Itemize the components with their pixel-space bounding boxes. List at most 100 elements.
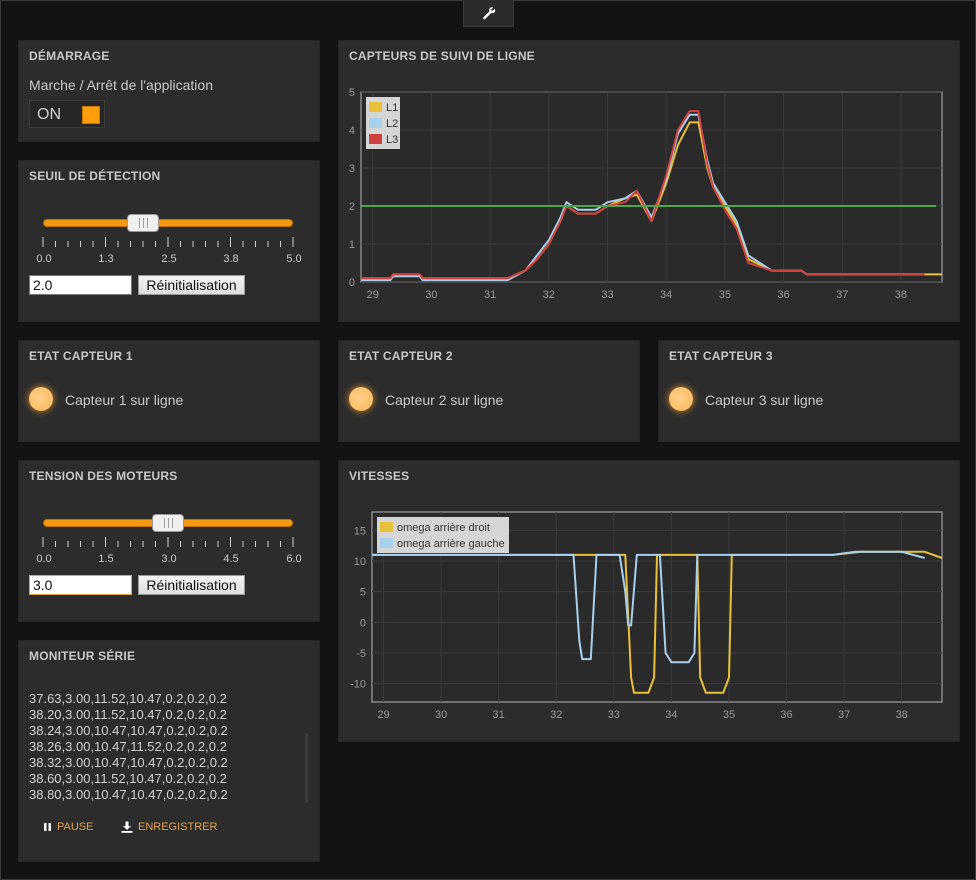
motors-reset-button[interactable]: Réinitialisation	[138, 575, 245, 595]
serial-scrollbar[interactable]	[305, 733, 308, 803]
serial-line: 38.80,3.00,10.47,10.47,0.2,0.2,0.2	[29, 787, 228, 802]
x-tick-label: 38	[896, 709, 908, 721]
chart-legend: L1 L2 L3	[366, 97, 400, 149]
startup-title: DÉMARRAGE	[29, 49, 110, 63]
sensor-1-title: ETAT CAPTEUR 1	[29, 349, 133, 363]
save-label: ENREGISTRER	[138, 821, 218, 833]
threshold-tick-label: 3.8	[223, 253, 239, 265]
legend-label: L3	[386, 134, 398, 146]
legend-label: omega arrière droit	[397, 522, 490, 534]
legend-label: omega arrière gauche	[397, 538, 505, 550]
y-tick-label: 4	[349, 125, 355, 137]
sensor-2-panel: ETAT CAPTEUR 2 Capteur 2 sur ligne	[338, 340, 640, 442]
y-tick-label: 1	[349, 239, 355, 251]
wrench-icon	[482, 7, 495, 20]
motors-input[interactable]	[29, 575, 132, 595]
plot-area	[360, 91, 943, 283]
x-tick-label: 35	[719, 289, 731, 301]
motors-title: TENSION DES MOTEURS	[29, 469, 178, 483]
pause-button[interactable]: PAUSE	[43, 821, 93, 833]
startup-panel: DÉMARRAGE Marche / Arrêt de l'applicatio…	[18, 40, 320, 142]
x-tick-label: 34	[665, 709, 677, 721]
motors-tick-label: 6.0	[286, 553, 302, 565]
x-tick-label: 32	[543, 289, 555, 301]
legend-swatch	[369, 102, 382, 112]
x-tick-label: 30	[435, 709, 447, 721]
motors-tick-label: 3.0	[161, 553, 177, 565]
x-tick-label: 35	[723, 709, 735, 721]
y-tick-label: -10	[350, 679, 366, 691]
y-tick-label: 15	[354, 525, 366, 537]
motors-tick-label: 1.5	[98, 553, 114, 565]
x-tick-label: 37	[838, 709, 850, 721]
threshold-slider-handle[interactable]	[127, 214, 159, 232]
serial-line: 38.60,3.00,11.52,10.47,0.2,0.2,0.2	[29, 771, 227, 786]
serial-line: 38.26,3.00,10.47,11.52,0.2,0.2,0.2	[29, 739, 227, 754]
series-line	[372, 550, 925, 664]
chart-legend: omega arrière droit omega arrière gauche	[377, 517, 509, 553]
x-tick-label: 30	[425, 289, 437, 301]
serial-title: MONITEUR SÉRIE	[29, 649, 136, 663]
threshold-tick-label: 0.0	[36, 253, 52, 265]
y-tick-label: 5	[349, 87, 355, 99]
x-tick-label: 31	[493, 709, 505, 721]
threshold-tick-label: 5.0	[286, 253, 302, 265]
x-tick-label: 37	[836, 289, 848, 301]
x-tick-label: 32	[550, 709, 562, 721]
x-tick-label: 33	[601, 289, 613, 301]
speeds-panel: VITESSES 15 10 5 0 -5 -10 29 30 31 32 33 34 35 36 37 38…	[338, 460, 960, 742]
sensor-1-label: Capteur 1 sur ligne	[65, 392, 184, 408]
threshold-reset-button[interactable]: Réinitialisation	[138, 275, 245, 295]
threshold-slider-ticks	[42, 237, 294, 247]
motors-panel: TENSION DES MOTEURS 0.0 1.5 3.0 4.5 6.0 …	[18, 460, 320, 622]
x-tick-label: 31	[484, 289, 496, 301]
y-tick-label: 0	[360, 617, 366, 629]
threshold-slider-track[interactable]	[43, 219, 293, 227]
motors-slider-handle[interactable]	[152, 514, 184, 532]
pause-icon	[44, 823, 51, 831]
motors-tick-label: 0.0	[36, 553, 52, 565]
threshold-title: SEUIL DE DÉTECTION	[29, 169, 161, 183]
legend-swatch	[369, 134, 382, 144]
toggle-knob[interactable]	[82, 106, 100, 124]
serial-line: 38.24,3.00,10.47,10.47,0.2,0.2,0.2	[29, 723, 228, 738]
sensor-3-panel: ETAT CAPTEUR 3 Capteur 3 sur ligne	[658, 340, 960, 442]
y-tick-label: 2	[349, 201, 355, 213]
sensor-2-led	[349, 387, 373, 411]
y-tick-label: 10	[354, 556, 366, 568]
pause-label: PAUSE	[57, 821, 94, 833]
threshold-tick-label: 2.5	[161, 253, 177, 265]
x-tick-label: 29	[367, 289, 379, 301]
legend-swatch	[369, 118, 382, 128]
legend-label: L1	[386, 102, 398, 114]
y-tick-label: 5	[360, 587, 366, 599]
x-tick-label: 36	[780, 709, 792, 721]
x-tick-label: 33	[608, 709, 620, 721]
serial-monitor-panel: MONITEUR SÉRIE 37.63,3.00,11.52,10.47,0.…	[18, 640, 320, 862]
toggle-text: ON	[37, 106, 61, 123]
y-tick-label: -5	[356, 648, 366, 660]
sensor-2-label: Capteur 2 sur ligne	[385, 392, 504, 408]
sensor-2-title: ETAT CAPTEUR 2	[349, 349, 453, 363]
download-icon	[121, 821, 133, 833]
x-tick-label: 29	[377, 709, 389, 721]
settings-button[interactable]	[463, 0, 514, 27]
threshold-input[interactable]	[29, 275, 132, 295]
motors-tick-label: 4.5	[223, 553, 239, 565]
series-line	[361, 113, 925, 282]
sensor-1-led	[29, 387, 53, 411]
line-sensors-title: CAPTEURS DE SUIVI DE LIGNE	[349, 49, 535, 63]
motors-slider-ticks	[42, 537, 294, 547]
serial-line: 38.32,3.00,10.47,10.47,0.2,0.2,0.2	[29, 755, 228, 770]
sensor-1-panel: ETAT CAPTEUR 1 Capteur 1 sur ligne	[18, 340, 320, 442]
y-tick-label: 3	[349, 163, 355, 175]
app-toggle[interactable]: ON	[29, 100, 105, 128]
startup-label: Marche / Arrêt de l'application	[29, 77, 213, 93]
sensor-3-title: ETAT CAPTEUR 3	[669, 349, 773, 363]
x-tick-label: 36	[777, 289, 789, 301]
save-button[interactable]: ENREGISTRER	[121, 821, 217, 833]
legend-label: L2	[386, 118, 398, 130]
series-line	[361, 110, 925, 280]
serial-line: 38.20,3.00,11.52,10.47,0.2,0.2,0.2	[29, 707, 227, 722]
